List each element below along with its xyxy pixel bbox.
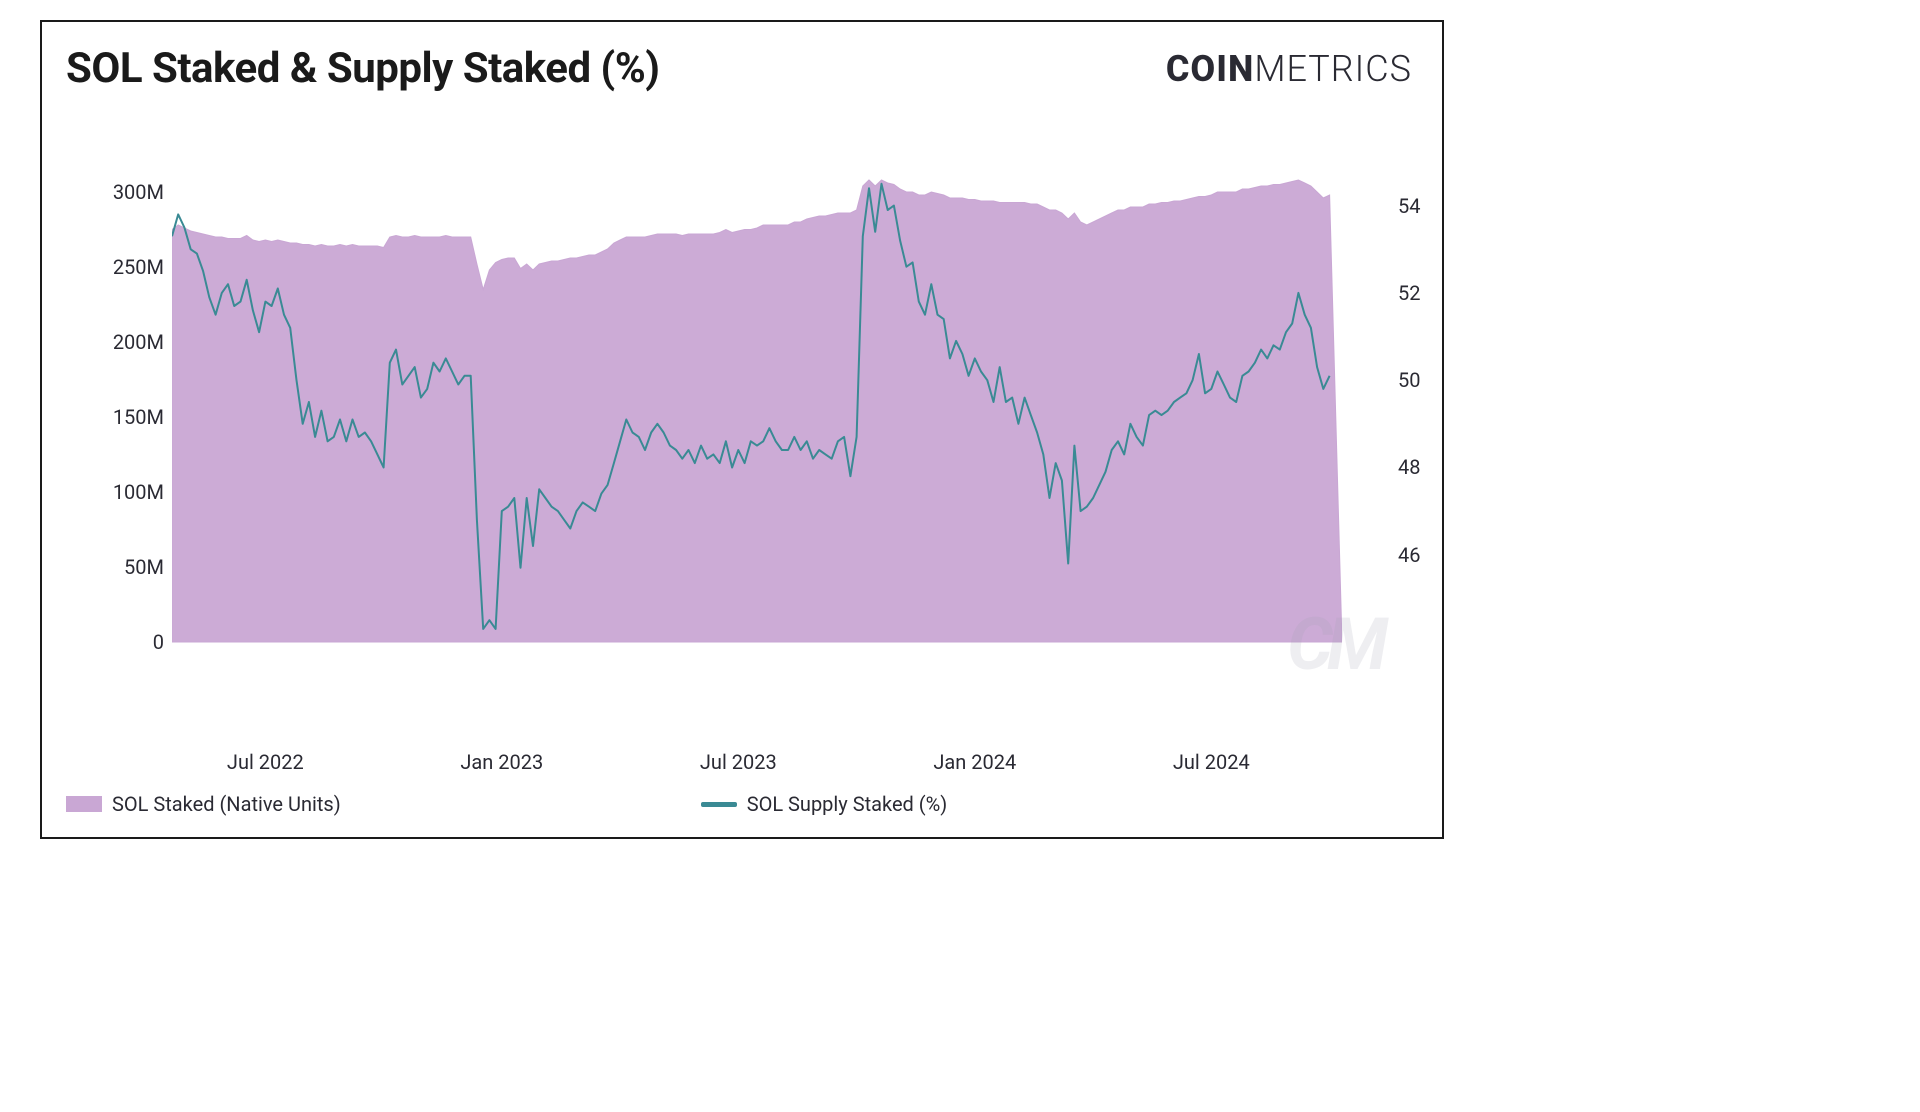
x-tick-label: Jul 2024 — [1173, 750, 1250, 774]
chart-card: SOL Staked & Supply Staked (%) COINMETRI… — [40, 20, 1444, 839]
legend-swatch-line — [701, 802, 737, 807]
plot-area — [172, 152, 1342, 712]
y2-tick-label: 46 — [1398, 543, 1434, 567]
plot-svg — [172, 152, 1342, 712]
y2-tick-label: 50 — [1398, 368, 1434, 392]
chart-title: SOL Staked & Supply Staked (%) — [66, 44, 660, 93]
y1-tick-label: 0 — [102, 630, 164, 654]
y1-tick-label: 250M — [102, 255, 164, 279]
legend-item-line: SOL Supply Staked (%) — [701, 792, 948, 816]
legend: SOL Staked (Native Units) SOL Supply Sta… — [66, 787, 1418, 821]
legend-swatch-area — [66, 796, 102, 812]
y1-tick-label: 50M — [102, 555, 164, 579]
legend-label-area: SOL Staked (Native Units) — [112, 792, 341, 816]
x-tick-label: Jul 2022 — [227, 750, 304, 774]
brand-bold: COIN — [1166, 48, 1254, 90]
y2-tick-label: 54 — [1398, 194, 1434, 218]
brand-thin: METRICS — [1254, 48, 1412, 90]
y1-tick-label: 150M — [102, 405, 164, 429]
legend-label-line: SOL Supply Staked (%) — [747, 792, 948, 816]
x-tick-label: Jan 2024 — [933, 750, 1016, 774]
y1-tick-label: 200M — [102, 330, 164, 354]
x-tick-label: Jul 2023 — [700, 750, 777, 774]
y1-tick-label: 100M — [102, 480, 164, 504]
y2-tick-label: 48 — [1398, 455, 1434, 479]
legend-item-area: SOL Staked (Native Units) — [66, 792, 341, 816]
y2-tick-label: 52 — [1398, 281, 1434, 305]
chart-area: 050M100M150M200M250M300M 4648505254 Jul … — [102, 152, 1392, 742]
brand-logo: COINMETRICS — [1166, 48, 1412, 90]
y1-tick-label: 300M — [102, 180, 164, 204]
x-tick-label: Jan 2023 — [460, 750, 543, 774]
